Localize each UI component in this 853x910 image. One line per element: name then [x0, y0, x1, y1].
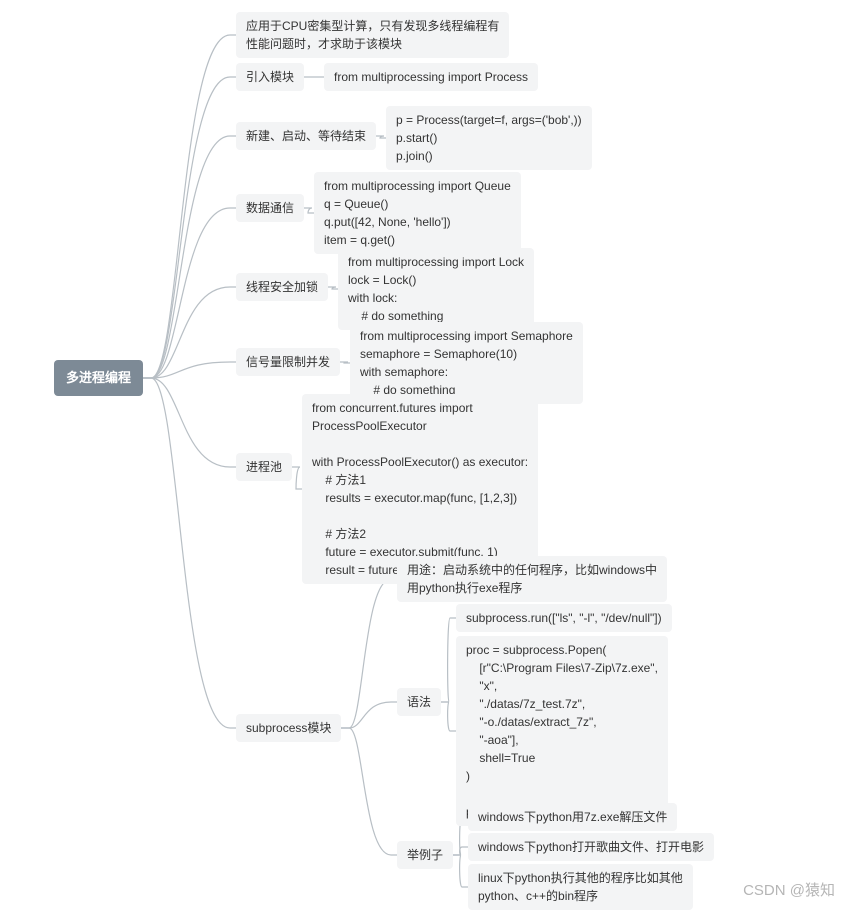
- node-n8c1: windows下python用7z.exe解压文件: [468, 803, 677, 831]
- node-n8b1: subprocess.run(["ls", "-l", "/dev/null"]…: [456, 604, 672, 632]
- node-n3: 新建、启动、等待结束: [236, 122, 376, 150]
- node-n6a: from multiprocessing import Semaphore se…: [350, 322, 583, 404]
- node-n5a: from multiprocessing import Lock lock = …: [338, 248, 534, 330]
- node-n2a: from multiprocessing import Process: [324, 63, 538, 91]
- node-n8b: 语法: [397, 688, 441, 716]
- watermark: CSDN @猿知: [743, 879, 835, 900]
- node-n4a: from multiprocessing import Queue q = Qu…: [314, 172, 521, 254]
- node-root: 多进程编程: [54, 360, 143, 396]
- node-n8b2: proc = subprocess.Popen( [r"C:\Program F…: [456, 636, 668, 826]
- node-n8: subprocess模块: [236, 714, 341, 742]
- node-n2: 引入模块: [236, 63, 304, 91]
- node-n3a: p = Process(target=f, args=('bob',)) p.s…: [386, 106, 592, 170]
- mindmap-canvas: 多进程编程 应用于CPU密集型计算，只有发现多线程编程有 性能问题时，才求助于该模…: [0, 0, 853, 902]
- node-n8a: 用途：启动系统中的任何程序，比如windows中 用python执行exe程序: [397, 556, 667, 602]
- node-n1: 应用于CPU密集型计算，只有发现多线程编程有 性能问题时，才求助于该模块: [236, 12, 509, 58]
- node-n6: 信号量限制并发: [236, 348, 340, 376]
- node-n4: 数据通信: [236, 194, 304, 222]
- node-n7: 进程池: [236, 453, 292, 481]
- node-n5: 线程安全加锁: [236, 273, 328, 301]
- node-n8c3: linux下python执行其他的程序比如其他 python、c++的bin程序: [468, 864, 693, 910]
- node-n8c: 举例子: [397, 841, 453, 869]
- node-n8c2: windows下python打开歌曲文件、打开电影: [468, 833, 714, 861]
